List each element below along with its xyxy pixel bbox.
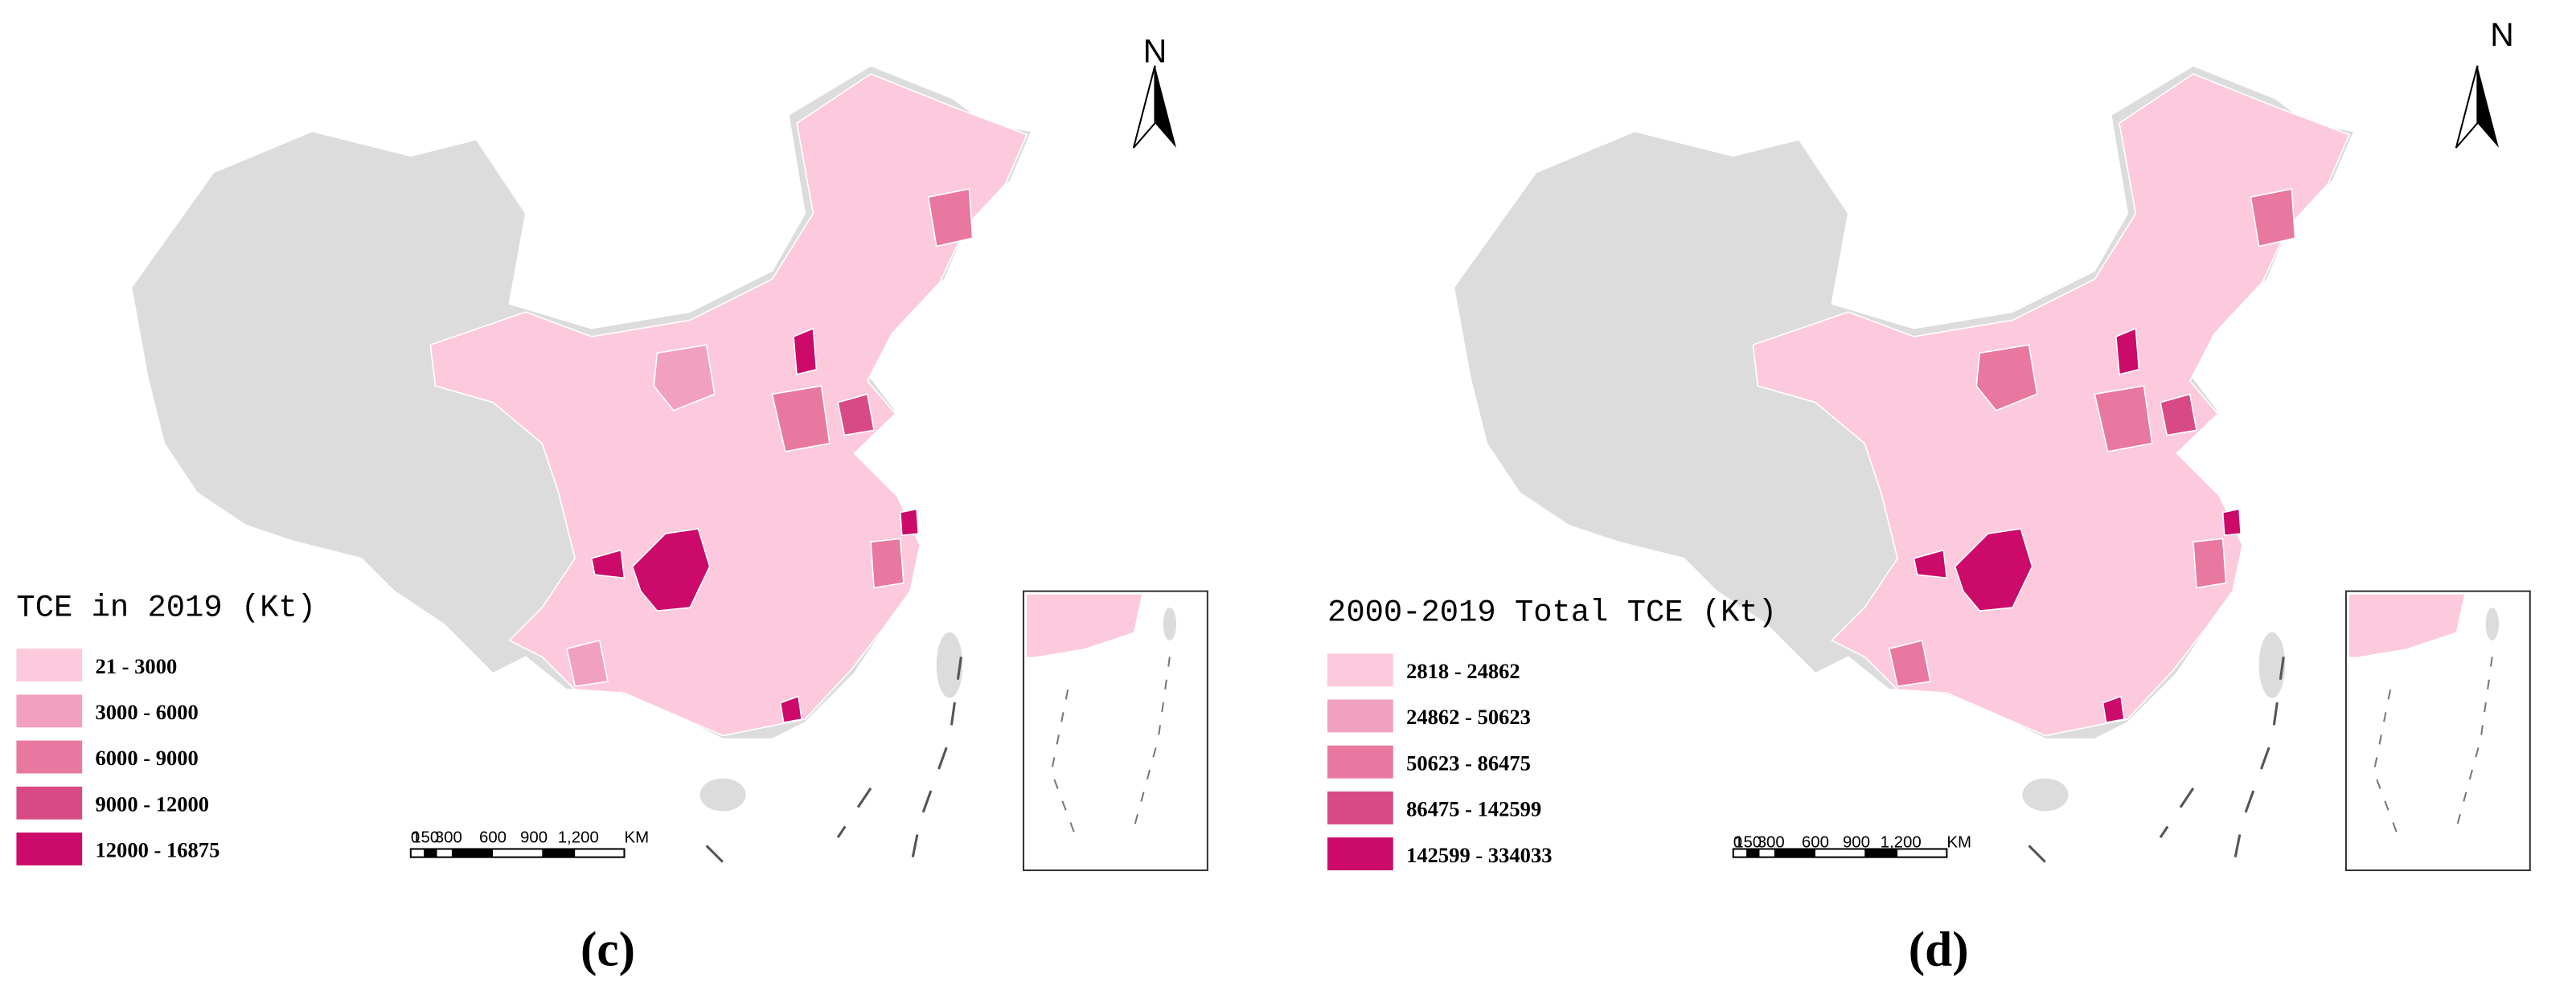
region — [837, 393, 876, 436]
region — [793, 327, 818, 375]
scale-label: 900 — [1843, 833, 1870, 851]
region — [565, 639, 609, 688]
legend-swatch — [1327, 791, 1393, 824]
legend-swatch — [16, 649, 83, 682]
region — [870, 538, 904, 589]
scale-label: 300 — [435, 829, 462, 846]
boundary-line — [705, 657, 962, 872]
legend-label: 6000 - 9000 — [96, 746, 199, 770]
region — [429, 73, 1028, 737]
region — [899, 508, 920, 537]
legend-label: 86475 - 142599 — [1406, 797, 1541, 821]
inset-region — [2349, 594, 2465, 657]
scale-bar — [1732, 848, 1948, 858]
region — [1888, 639, 1931, 688]
legend-label: 24862 - 50623 — [1406, 705, 1531, 729]
north-arrow — [2455, 65, 2479, 149]
region — [2221, 508, 2242, 537]
caption: (c) — [580, 923, 635, 977]
island — [2485, 608, 2499, 640]
scale-label: 150 — [1734, 833, 1762, 851]
legend-label: 50623 - 86475 — [1406, 751, 1531, 775]
region — [590, 549, 626, 579]
scale-bar — [542, 849, 576, 857]
caption: (d) — [1909, 923, 1969, 977]
north-label: N — [2490, 16, 2514, 53]
legend-title: 2000-2019 Total TCE (Kt) — [1327, 595, 1777, 630]
scale-bar — [424, 849, 437, 857]
legend-swatch — [1327, 837, 1393, 871]
scale-label: 300 — [1758, 833, 1785, 851]
island — [2258, 632, 2286, 698]
north-arrow — [2477, 65, 2499, 148]
scale-bar — [409, 848, 626, 858]
scale-bar — [1774, 849, 1815, 857]
region — [1975, 344, 2038, 411]
island — [2022, 778, 2069, 812]
region — [779, 695, 803, 724]
scale-label: KM — [624, 829, 649, 846]
region — [1752, 73, 2351, 737]
legend-title: TCE in 2019 (Kt) — [16, 590, 316, 625]
boundary-line — [2028, 657, 2285, 872]
scale-label: 150 — [412, 829, 439, 846]
region — [2192, 538, 2227, 589]
scale-label: KM — [1946, 833, 1971, 851]
legend-swatch — [16, 833, 83, 865]
inset-region — [1027, 594, 1142, 657]
boundary-line — [1050, 657, 1171, 838]
scale-label: 600 — [479, 829, 507, 846]
island — [699, 778, 746, 812]
scale-bar — [451, 849, 494, 857]
north-arrow — [1155, 65, 1177, 148]
region — [631, 528, 711, 612]
legend-label: 21 - 3000 — [96, 654, 178, 678]
island — [1163, 608, 1177, 640]
legend-swatch — [16, 786, 83, 820]
scale-label: 1,200 — [558, 829, 599, 846]
scale-bar — [1746, 849, 1760, 857]
scale-bar — [1864, 849, 1898, 857]
legend-swatch — [16, 694, 83, 728]
boundary-line — [2373, 657, 2493, 838]
legend-swatch — [1327, 653, 1393, 687]
region — [2102, 695, 2125, 724]
legend-swatch — [1327, 699, 1393, 733]
scale-label: 0 — [1733, 833, 1742, 851]
region — [1954, 528, 2033, 612]
region — [1913, 549, 1948, 579]
region — [771, 385, 831, 452]
legend-label: 2818 - 24862 — [1406, 659, 1520, 683]
map — [130, 64, 1208, 872]
map — [1453, 64, 2531, 872]
scale-label: 1,200 — [1881, 833, 1922, 851]
legend-label: 142599 - 334033 — [1406, 843, 1552, 867]
region — [927, 188, 974, 248]
north-label: N — [1143, 33, 1167, 70]
scale-label: 0 — [411, 829, 420, 846]
region — [653, 344, 716, 411]
region — [2160, 393, 2197, 436]
legend-swatch — [1327, 745, 1393, 779]
legend-label: 12000 - 16875 — [96, 838, 220, 862]
region — [2094, 385, 2153, 452]
island — [936, 632, 963, 698]
region — [2115, 327, 2140, 375]
legend-label: 9000 - 12000 — [96, 792, 210, 816]
region — [2250, 188, 2296, 248]
scale-label: 600 — [1802, 833, 1829, 851]
legend-swatch — [16, 740, 83, 774]
legend-label: 3000 - 6000 — [96, 700, 199, 724]
scale-label: 900 — [520, 829, 548, 846]
north-arrow — [1132, 65, 1156, 149]
